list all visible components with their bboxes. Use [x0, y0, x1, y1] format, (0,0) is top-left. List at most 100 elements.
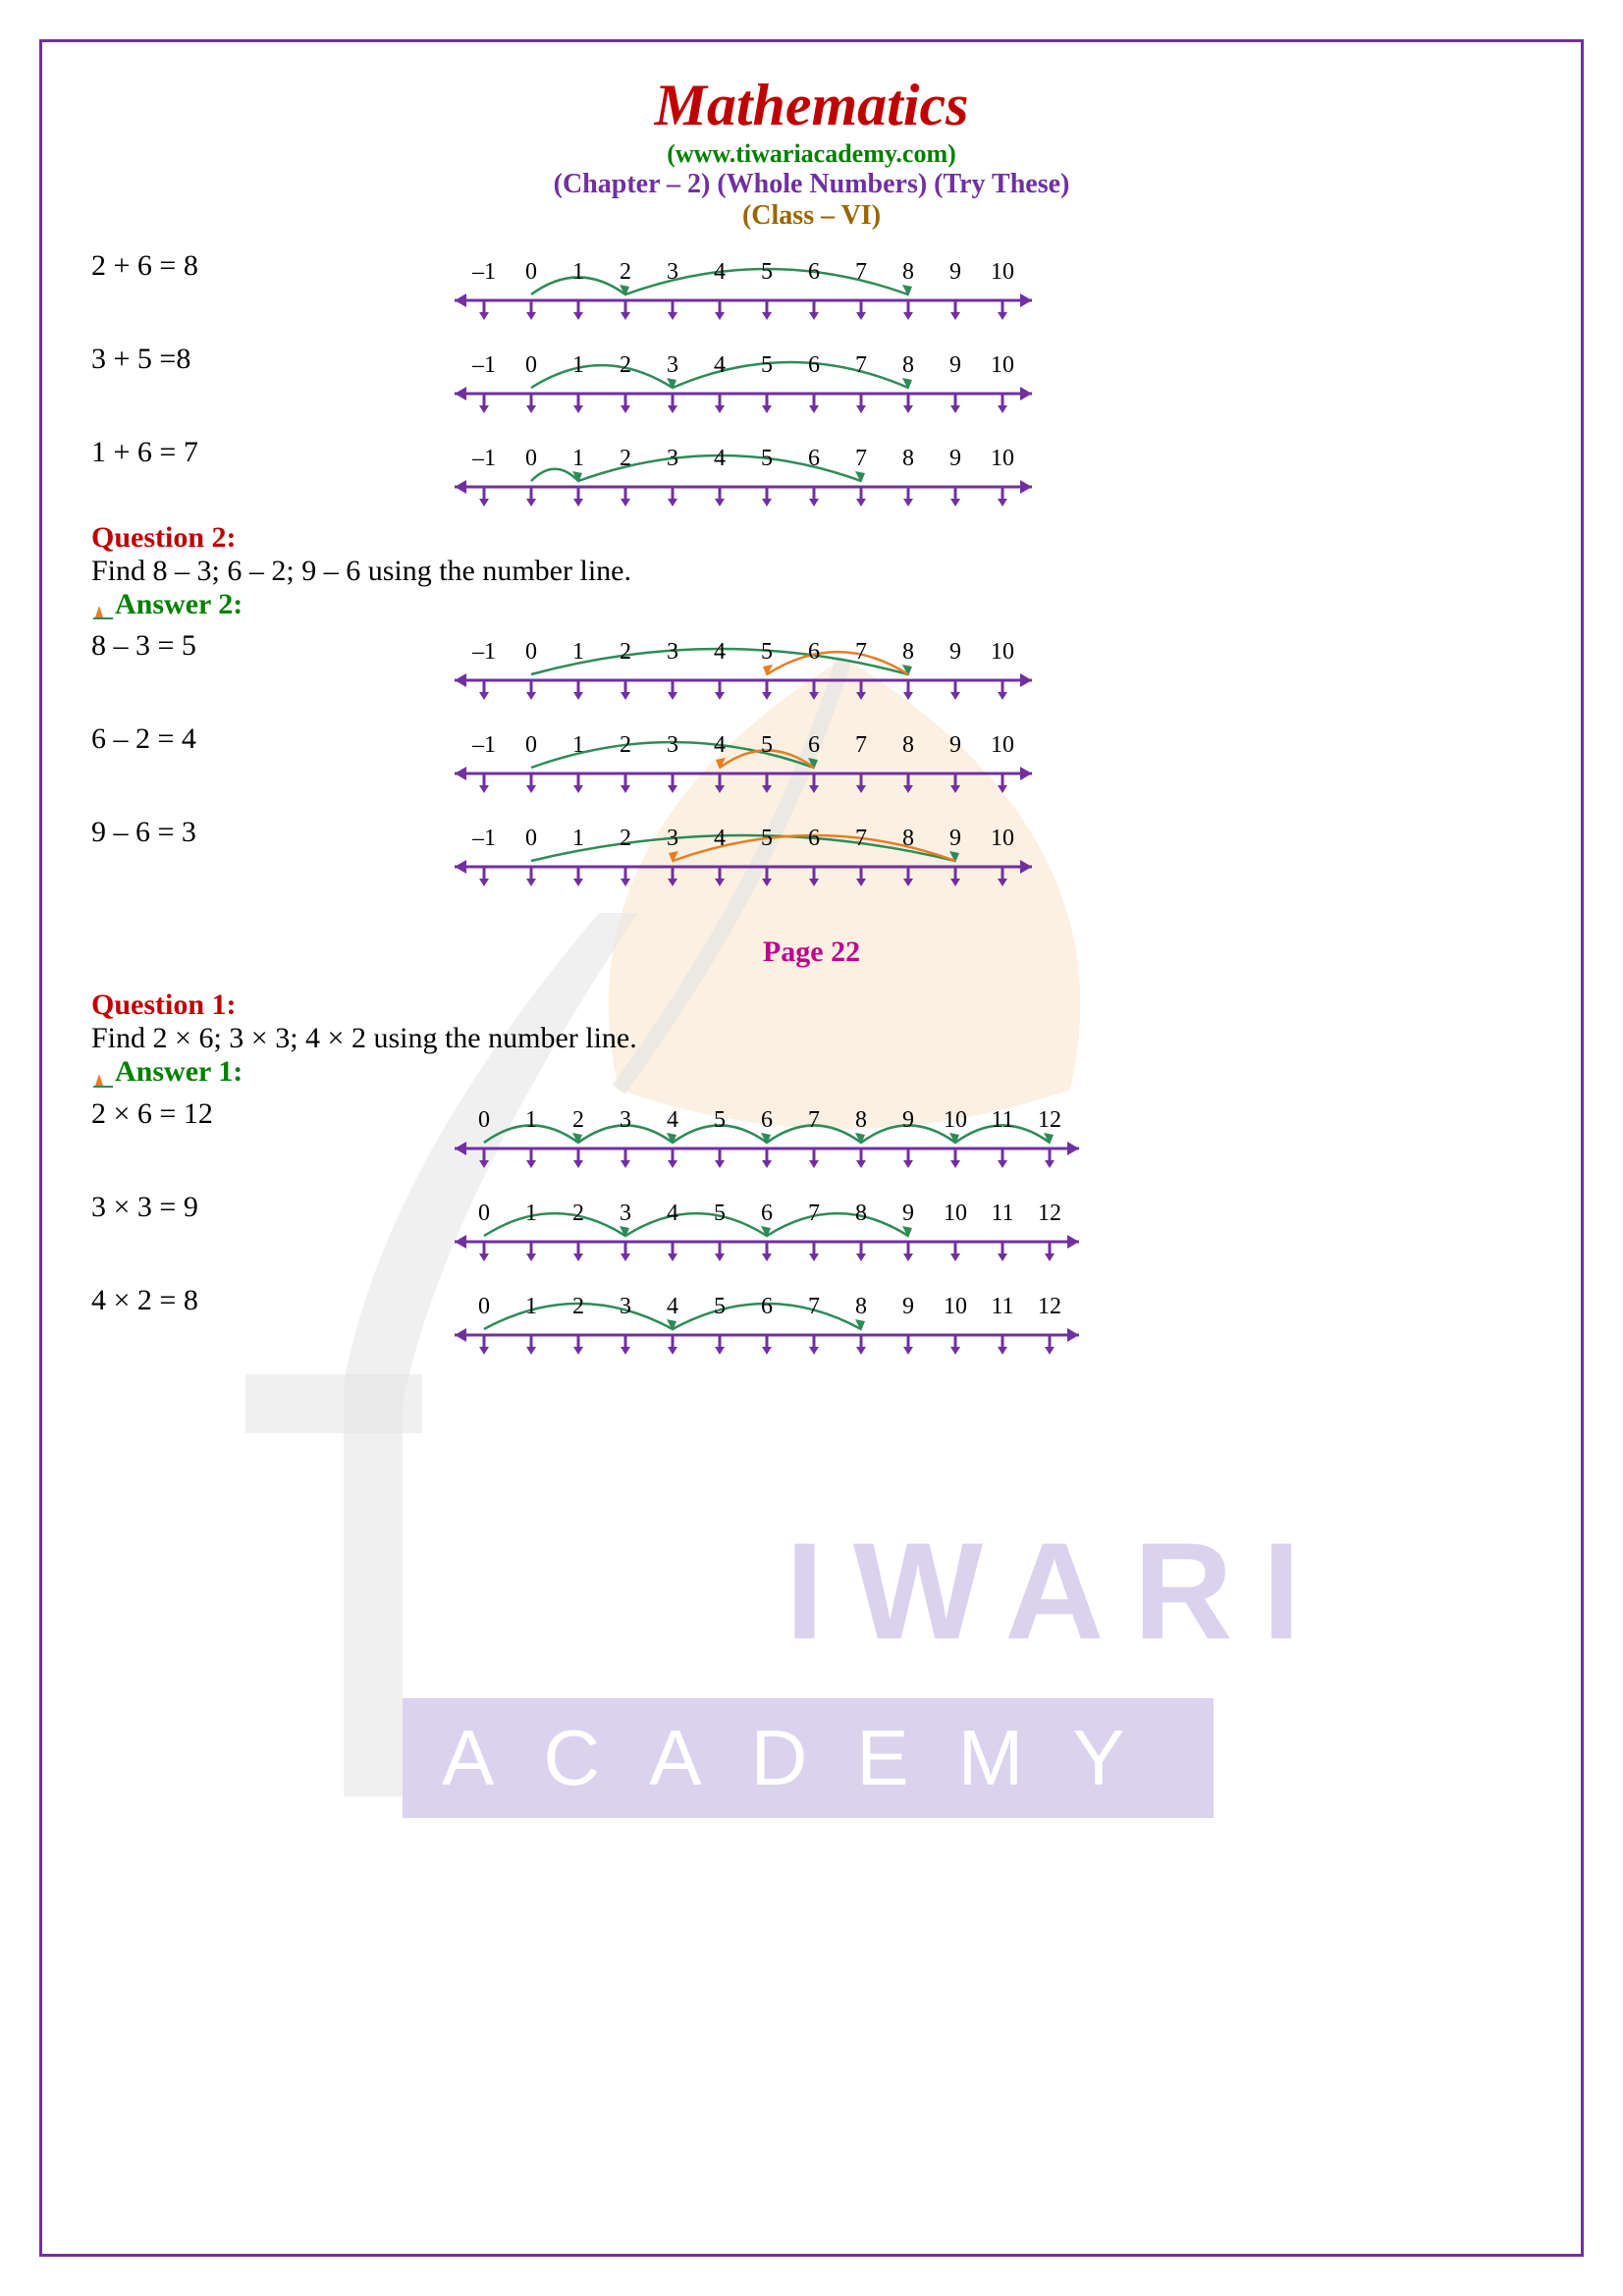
question-1-equations: 2 × 6 = 1201234567891011123 × 3 = 901234…	[91, 1090, 1532, 1364]
tick-arrow-icon	[573, 785, 583, 793]
numline-label: 2	[620, 259, 631, 285]
tick-arrow-icon	[998, 405, 1007, 413]
axis-arrow-left-icon	[455, 1328, 466, 1342]
numline-label: 1	[572, 639, 584, 665]
numline-label: 0	[525, 259, 537, 285]
tick-arrow-icon	[573, 1347, 583, 1355]
tick-arrow-icon	[621, 1160, 630, 1168]
page-number-label: Page 22	[91, 935, 1532, 969]
numline-label: 4	[714, 639, 726, 665]
tick-arrow-icon	[621, 499, 630, 507]
tick-arrow-icon	[621, 692, 630, 700]
tick-arrow-icon	[668, 879, 677, 886]
numline-label: 5	[761, 446, 773, 471]
numline-label: 7	[855, 732, 867, 758]
section-1: 2 + 6 = 8–10123456789103 + 5 =8–10123456…	[91, 241, 1532, 516]
number-line: 0123456789101112	[445, 1090, 1089, 1178]
tick-arrow-icon	[479, 312, 489, 320]
numline-label: 0	[478, 1294, 490, 1319]
numline-label: 8	[855, 1201, 867, 1226]
numline-label: 6	[761, 1107, 773, 1133]
tick-arrow-icon	[668, 1254, 677, 1261]
numline-label: –1	[471, 352, 496, 378]
tick-arrow-icon	[903, 1254, 913, 1261]
tick-arrow-icon	[1045, 1160, 1055, 1168]
numline-label: 5	[714, 1294, 726, 1319]
number-line: –1012345678910	[445, 428, 1042, 516]
equation-text: 6 – 2 = 4	[91, 722, 445, 756]
numline-label: 11	[991, 1107, 1013, 1133]
class-label: (Class – VI)	[91, 200, 1532, 232]
tick-arrow-icon	[903, 405, 913, 413]
numline-label: 4	[714, 259, 726, 285]
question-1-block: Question 1: Find 2 × 6; 3 × 3; 4 × 2 usi…	[91, 988, 1532, 1363]
tick-arrow-icon	[715, 785, 725, 793]
numline-label: 9	[949, 446, 961, 471]
tick-arrow-icon	[809, 785, 819, 793]
answer-1-label: Answer 1:	[115, 1055, 243, 1088]
numline-label: 2	[620, 446, 631, 471]
tick-arrow-icon	[573, 692, 583, 700]
tick-arrow-icon	[621, 1254, 630, 1261]
equation-row: 8 – 3 = 5–1012345678910	[91, 621, 1532, 710]
numline-label: 7	[855, 446, 867, 471]
tick-arrow-icon	[715, 692, 725, 700]
numline-label: 5	[714, 1201, 726, 1226]
numline-label: 10	[991, 732, 1014, 758]
arc	[673, 362, 908, 388]
tick-arrow-icon	[526, 405, 536, 413]
numline-label: 3	[667, 732, 678, 758]
numline-label: 6	[808, 732, 820, 758]
axis-arrow-right-icon	[1020, 673, 1032, 687]
equation-text: 4 × 2 = 8	[91, 1284, 445, 1317]
tick-arrow-icon	[573, 1254, 583, 1261]
tick-arrow-icon	[762, 312, 772, 320]
numline-label: 6	[808, 259, 820, 285]
tick-arrow-icon	[479, 692, 489, 700]
number-line: –1012345678910	[445, 621, 1042, 710]
tick-arrow-icon	[998, 499, 1007, 507]
equation-text: 3 + 5 =8	[91, 343, 445, 376]
numline-label: 7	[855, 352, 867, 378]
numline-label: 1	[572, 352, 584, 378]
arc	[484, 1213, 625, 1236]
arc	[767, 652, 908, 674]
numline-label: 4	[714, 352, 726, 378]
numline-label: 3	[620, 1294, 631, 1319]
numline-label: 7	[808, 1294, 820, 1319]
numline-label: 7	[855, 826, 867, 851]
tick-arrow-icon	[903, 692, 913, 700]
tick-arrow-icon	[762, 879, 772, 886]
numline-label: 7	[855, 639, 867, 665]
numline-label: 6	[808, 826, 820, 851]
tick-arrow-icon	[856, 1254, 866, 1261]
numline-label: 2	[620, 639, 631, 665]
tick-arrow-icon	[573, 1160, 583, 1168]
arc	[767, 1213, 908, 1236]
equation-text: 9 – 6 = 3	[91, 816, 445, 849]
equation-text: 8 – 3 = 5	[91, 629, 445, 663]
numline-label: 9	[949, 826, 961, 851]
numline-label: 12	[1038, 1294, 1061, 1319]
numline-label: 7	[855, 259, 867, 285]
tick-arrow-icon	[998, 1254, 1007, 1261]
axis-arrow-right-icon	[1067, 1142, 1079, 1155]
numline-label: 0	[525, 352, 537, 378]
tick-arrow-icon	[762, 499, 772, 507]
equation-text: 3 × 3 = 9	[91, 1191, 445, 1224]
numline-label: 0	[525, 639, 537, 665]
numline-label: 10	[944, 1201, 967, 1226]
tick-arrow-icon	[856, 785, 866, 793]
numline-label: 10	[991, 639, 1014, 665]
numline-label: 4	[714, 732, 726, 758]
axis-arrow-right-icon	[1067, 1235, 1079, 1249]
page-border: Mathematics (www.tiwariacademy.com) (Cha…	[39, 39, 1584, 2257]
tick-arrow-icon	[809, 312, 819, 320]
numline-label: –1	[471, 826, 496, 851]
tick-arrow-icon	[715, 1160, 725, 1168]
numline-label: 1	[572, 446, 584, 471]
numline-label: 9	[949, 639, 961, 665]
numline-label: 6	[808, 352, 820, 378]
equation-row: 3 × 3 = 90123456789101112	[91, 1183, 1532, 1271]
tick-arrow-icon	[715, 405, 725, 413]
